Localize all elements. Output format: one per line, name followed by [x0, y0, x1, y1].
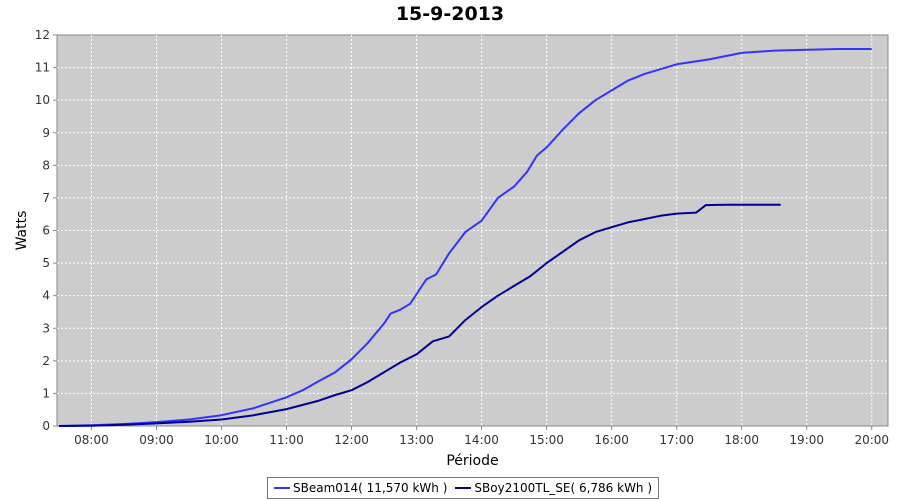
- x-tick-label: 20:00: [854, 433, 889, 447]
- x-tick-label: 17:00: [659, 433, 694, 447]
- y-tick-label: 5: [42, 256, 50, 270]
- y-tick-label: 2: [42, 354, 50, 368]
- x-tick-label: 08:00: [74, 433, 109, 447]
- x-axis-title: Période: [446, 453, 498, 469]
- legend-label-series-1: SBeam014( 11,570 kWh ): [293, 481, 448, 495]
- x-tick-label: 19:00: [789, 433, 824, 447]
- y-tick-label: 9: [42, 126, 50, 140]
- y-tick-label: 10: [35, 93, 50, 107]
- legend-item-series-1: SBeam014( 11,570 kWh ): [274, 481, 447, 495]
- x-tick-label: 16:00: [594, 433, 629, 447]
- y-tick-label: 3: [42, 321, 50, 335]
- y-tick-label: 1: [42, 386, 50, 400]
- x-tick-label: 12:00: [334, 433, 369, 447]
- y-tick-label: 0: [42, 419, 50, 433]
- legend: SBeam014( 11,570 kWh ) SBoy2100TL_SE( 6,…: [267, 477, 660, 499]
- series-line-1: [58, 48, 872, 427]
- x-tick-label: 09:00: [139, 433, 174, 447]
- x-tick-label: 18:00: [724, 433, 759, 447]
- legend-swatch-series-2: [455, 487, 472, 489]
- legend-label-series-2: SBoy2100TL_SE( 6,786 kWh ): [474, 481, 653, 495]
- x-tick-label: 15:00: [529, 433, 564, 447]
- legend-swatch-series-1: [274, 487, 290, 489]
- x-tick-label: 11:00: [269, 433, 304, 447]
- legend-item-series-2: SBoy2100TL_SE( 6,786 kWh ): [455, 481, 652, 495]
- chart-title: 15-9-2013: [395, 3, 505, 25]
- y-tick-label: 6: [42, 224, 50, 238]
- y-tick-label: 4: [42, 289, 50, 303]
- x-tick-label: 13:00: [399, 433, 434, 447]
- y-tick-label: 8: [42, 158, 50, 172]
- x-tick-label: 10:00: [204, 433, 239, 447]
- y-tick-label: 7: [42, 191, 50, 205]
- y-tick-label: 12: [35, 28, 50, 42]
- series-line-2: [58, 203, 781, 427]
- series-layer: [58, 48, 872, 427]
- x-tick-label: 14:00: [464, 433, 499, 447]
- y-axis-title: Watts: [14, 211, 30, 251]
- y-tick-label: 11: [35, 61, 50, 75]
- gridlines: [57, 35, 888, 426]
